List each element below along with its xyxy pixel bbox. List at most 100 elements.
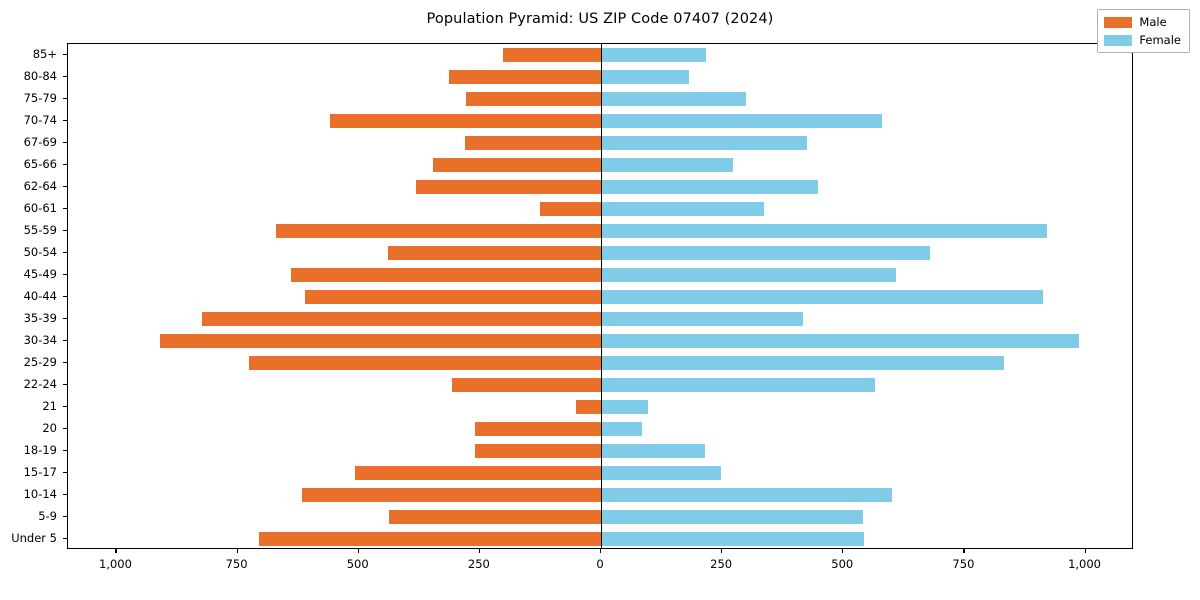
x-tick-label: 750 <box>952 557 975 571</box>
bar-female[interactable] <box>601 355 1004 371</box>
y-tick-mark <box>63 274 67 276</box>
bar-male[interactable] <box>329 113 601 129</box>
bar-row <box>68 487 1132 503</box>
y-tick-label: 5-9 <box>38 509 57 523</box>
legend-entry[interactable]: Female <box>1104 33 1181 47</box>
bar-female[interactable] <box>601 399 649 415</box>
bar-male[interactable] <box>387 245 601 261</box>
bar-male[interactable] <box>466 91 601 107</box>
bar-male[interactable] <box>433 157 601 173</box>
bar-row <box>68 47 1132 63</box>
y-tick-label: 20 <box>42 421 57 435</box>
bar-row <box>68 377 1132 393</box>
bar-female[interactable] <box>601 421 643 437</box>
y-tick-label: 21 <box>42 399 57 413</box>
y-tick-mark <box>63 252 67 254</box>
bar-female[interactable] <box>601 113 882 129</box>
y-tick-mark <box>63 516 67 518</box>
bar-female[interactable] <box>601 245 930 261</box>
legend-label: Female <box>1139 33 1181 47</box>
bar-female[interactable] <box>601 179 818 195</box>
bar-row <box>68 311 1132 327</box>
bar-female[interactable] <box>601 509 863 525</box>
bar-male[interactable] <box>291 267 601 283</box>
bar-female[interactable] <box>601 201 764 217</box>
bar-row <box>68 509 1132 525</box>
bar-female[interactable] <box>601 47 706 63</box>
bar-male[interactable] <box>448 69 601 85</box>
y-tick-label: 45-49 <box>23 267 57 281</box>
bar-female[interactable] <box>601 289 1043 305</box>
y-tick-label: 50-54 <box>23 245 57 259</box>
x-tick-mark <box>115 549 117 553</box>
bar-male[interactable] <box>465 135 601 151</box>
y-tick-label: 25-29 <box>23 355 57 369</box>
y-tick-label: 62-64 <box>23 179 57 193</box>
bar-female[interactable] <box>601 267 897 283</box>
bar-male[interactable] <box>576 399 601 415</box>
x-tick-label: 0 <box>596 557 604 571</box>
bar-female[interactable] <box>601 223 1048 239</box>
bar-male[interactable] <box>202 311 601 327</box>
x-tick-label: 1,000 <box>1068 557 1101 571</box>
legend-entry[interactable]: Male <box>1104 15 1181 29</box>
bar-male[interactable] <box>388 509 601 525</box>
bar-female[interactable] <box>601 465 722 481</box>
bar-female[interactable] <box>601 443 706 459</box>
bar-row <box>68 421 1132 437</box>
y-tick-label: 30-34 <box>23 333 57 347</box>
bar-female[interactable] <box>601 531 864 547</box>
bar-female[interactable] <box>601 69 689 85</box>
bar-male[interactable] <box>304 289 601 305</box>
y-tick-label: 67-69 <box>23 135 57 149</box>
bar-male[interactable] <box>354 465 601 481</box>
y-tick-mark <box>63 340 67 342</box>
bar-male[interactable] <box>275 223 601 239</box>
bar-male[interactable] <box>474 421 601 437</box>
bar-female[interactable] <box>601 487 892 503</box>
bar-row <box>68 69 1132 85</box>
bar-female[interactable] <box>601 311 803 327</box>
x-tick-label: 250 <box>710 557 733 571</box>
bar-female[interactable] <box>601 91 746 107</box>
bar-row <box>68 201 1132 217</box>
bar-row <box>68 135 1132 151</box>
bar-row <box>68 113 1132 129</box>
y-tick-label: 70-74 <box>23 113 57 127</box>
bar-female[interactable] <box>601 377 876 393</box>
x-tick-mark <box>600 549 602 553</box>
bar-male[interactable] <box>302 487 601 503</box>
bar-male[interactable] <box>160 333 601 349</box>
bar-row <box>68 289 1132 305</box>
y-tick-mark <box>63 428 67 430</box>
y-tick-mark <box>63 164 67 166</box>
bar-male[interactable] <box>451 377 601 393</box>
bar-male[interactable] <box>249 355 601 371</box>
bar-row <box>68 443 1132 459</box>
bar-female[interactable] <box>601 333 1080 349</box>
y-tick-label: 60-61 <box>23 201 57 215</box>
y-tick-mark <box>63 450 67 452</box>
y-tick-label: 55-59 <box>23 223 57 237</box>
legend-swatch-icon <box>1104 16 1133 28</box>
bar-female[interactable] <box>601 157 733 173</box>
bar-male[interactable] <box>539 201 601 217</box>
x-axis: 1,000 750 500 250 0 250 500 750 1,000 <box>67 549 1133 594</box>
bar-row <box>68 531 1132 547</box>
x-tick-mark <box>721 549 723 553</box>
bar-male[interactable] <box>415 179 601 195</box>
x-tick-label: 750 <box>225 557 248 571</box>
bar-female[interactable] <box>601 135 807 151</box>
bar-row <box>68 465 1132 481</box>
y-tick-mark <box>63 362 67 364</box>
y-tick-label: 75-79 <box>23 91 57 105</box>
bar-male[interactable] <box>259 531 601 547</box>
bar-row <box>68 157 1132 173</box>
y-tick-label: 22-24 <box>23 377 57 391</box>
bar-male[interactable] <box>502 47 601 63</box>
x-tick-mark <box>236 549 238 553</box>
bar-row <box>68 223 1132 239</box>
y-tick-mark <box>63 76 67 78</box>
bar-male[interactable] <box>474 443 601 459</box>
y-tick-mark <box>63 538 67 540</box>
